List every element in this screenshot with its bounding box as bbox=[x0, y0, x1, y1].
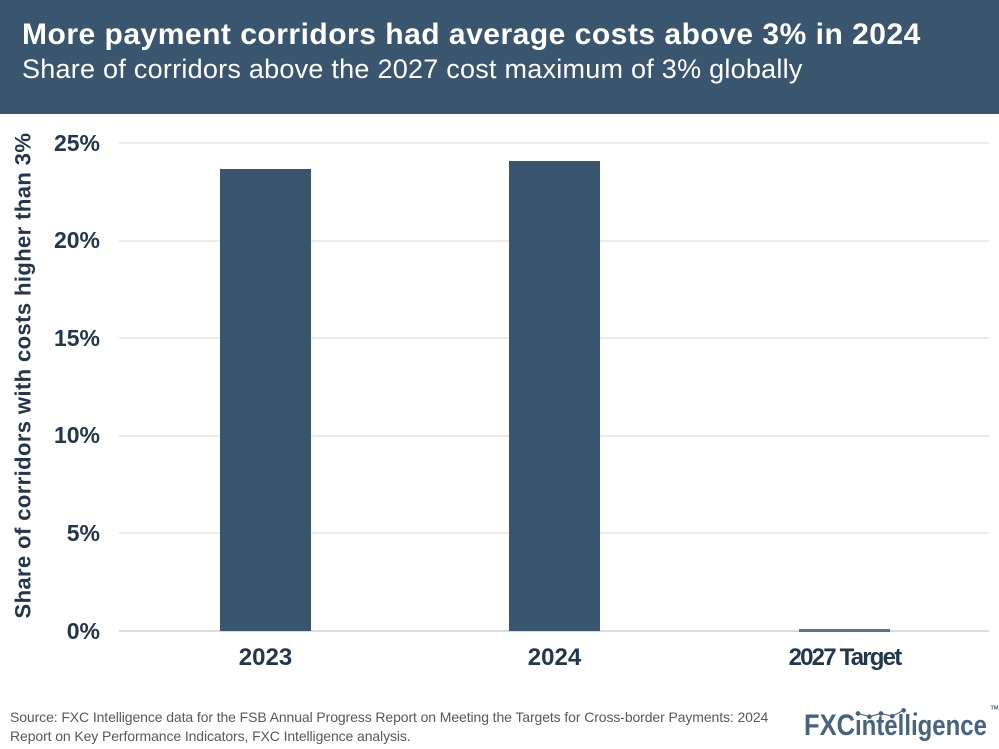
svg-text:TM: TM bbox=[991, 706, 999, 712]
svg-text:ıntellıgence: ıntellıgence bbox=[855, 710, 987, 742]
svg-text:FXC: FXC bbox=[804, 709, 855, 742]
